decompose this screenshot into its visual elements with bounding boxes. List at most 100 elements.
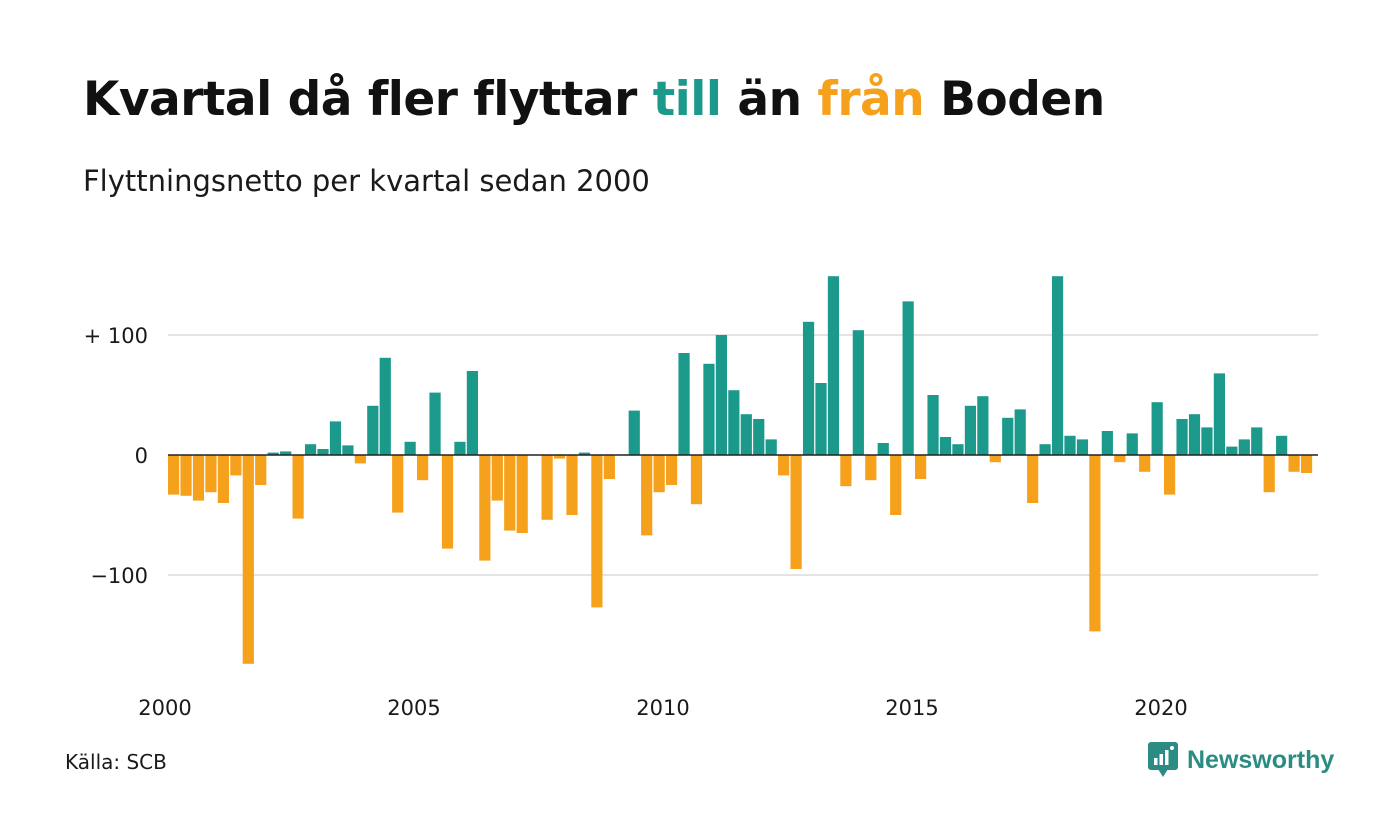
bar [989,455,1001,463]
y-tick-label: 0 [135,444,148,468]
bar [1251,427,1263,455]
bar [827,276,840,455]
bar [1139,455,1151,472]
bar [466,371,478,455]
bar [417,455,429,481]
bar [1226,446,1238,455]
bar [1164,455,1176,495]
bar [304,444,317,455]
bar [641,455,653,536]
bar [1176,419,1188,455]
bar [1064,435,1076,455]
title-part-3: Boden [924,72,1105,127]
bar [1300,455,1313,473]
bar [242,455,254,664]
bar [1076,439,1089,455]
bar [728,390,740,455]
bar [329,421,342,455]
bar [578,452,591,455]
chart-title: Kvartal då fler flyttar till än från Bod… [83,72,1105,127]
bar [939,437,952,455]
bar [1276,435,1288,455]
chart-subtitle: Flyttningsnetto per kvartal sedan 2000 [83,164,650,198]
bar [678,353,690,455]
title-part-2: än [721,72,818,127]
bar [429,392,441,455]
bar [367,405,379,455]
bar [491,455,503,501]
bar [392,455,404,513]
bar [192,455,205,501]
title-part-1: Kvartal då fler flyttar [83,72,653,127]
x-tick-label: 2020 [1134,696,1187,720]
bar-chart: + 100 0 −100 2000 2005 2010 2015 2020 [84,276,1318,720]
newsworthy-logo: Newsworthy [1148,742,1334,778]
x-tick-label: 2005 [387,696,440,720]
bar [379,357,391,455]
source-note: Källa: SCB [65,750,167,774]
bar [653,455,665,493]
bar [840,455,852,487]
x-tick-label: 2010 [636,696,689,720]
bar [205,455,217,493]
bar [168,455,180,495]
bar [852,330,864,455]
y-tick-label: + 100 [84,324,148,348]
bar [1288,455,1300,472]
bar [865,455,877,481]
bar [715,335,727,455]
bar [628,410,640,455]
bar [479,455,491,561]
x-tick-label: 2015 [885,696,938,720]
bar [902,301,914,455]
bar [740,414,752,455]
bar [790,455,802,569]
logo-text: Newsworthy [1187,745,1335,774]
bar [354,455,366,464]
bar [541,455,553,520]
bar [952,444,964,455]
bar [1089,455,1101,632]
bar [690,455,703,505]
bar [217,455,229,503]
bar [1213,373,1225,455]
bar [890,455,902,515]
bar [877,443,889,455]
y-tick-label: −100 [90,564,148,588]
bar [1238,439,1250,455]
bar [280,451,292,455]
bar [765,439,777,455]
bar [255,455,267,485]
bar [404,441,416,455]
chart-bubble-icon [1148,742,1178,777]
bars [168,276,1313,664]
bar [317,449,329,455]
bar [504,455,516,531]
bar [977,396,989,455]
bar [1114,455,1126,463]
bar [230,455,242,476]
bar [292,455,304,519]
bar [441,455,454,549]
bar [553,455,566,459]
bar [915,455,927,479]
title-highlight-out: från [817,72,925,127]
x-tick-label: 2000 [138,696,191,720]
bar [1027,455,1039,503]
bar [815,383,827,455]
bar [454,441,466,455]
bar [703,363,715,455]
bar [342,445,354,455]
bar [1014,409,1026,455]
bar [1188,414,1201,455]
bar [591,455,603,608]
bar [1201,427,1213,455]
bar [753,419,765,455]
bar [1039,444,1051,455]
bar [1126,433,1138,455]
title-highlight-in: till [652,72,722,127]
bar [1002,417,1014,455]
bar [267,452,279,455]
bar [666,455,678,485]
bar [516,455,528,533]
